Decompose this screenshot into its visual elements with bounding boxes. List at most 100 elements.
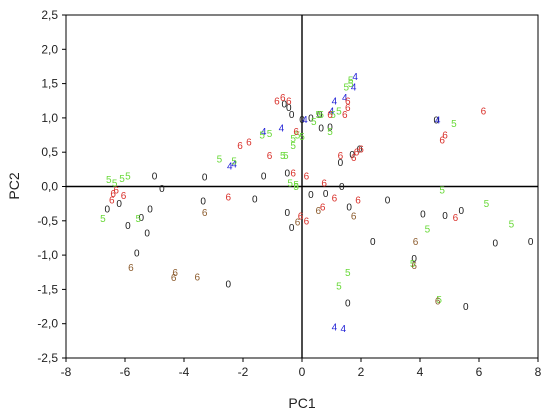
data-point: 5 (451, 119, 457, 130)
data-point: 5 (125, 172, 131, 183)
data-point: 6 (439, 135, 445, 146)
data-point: 0 (159, 184, 165, 195)
data-point: 6 (110, 189, 116, 200)
data-point: 0 (147, 205, 153, 216)
origin-crosshair (66, 15, 538, 358)
data-point: 0 (138, 213, 144, 224)
data-point: 6 (481, 107, 487, 118)
data-point: 0 (317, 110, 323, 121)
data-point: 6 (121, 191, 127, 202)
data-point: 6 (113, 185, 119, 196)
data-point: 4 (302, 115, 308, 126)
x-axis-title: PC1 (288, 395, 315, 411)
data-point: 6 (315, 206, 321, 217)
data-point: 4 (341, 324, 347, 335)
y-tick-label: -0,5 (37, 214, 58, 228)
data-point: 0 (345, 299, 351, 310)
data-point: 0 (202, 172, 208, 183)
data-point: 0 (338, 158, 344, 169)
y-tick-label: -1,5 (37, 282, 58, 296)
data-point: 0 (282, 100, 288, 111)
data-point: 5 (299, 132, 305, 143)
data-point: 5 (100, 214, 106, 225)
data-point: 0 (289, 223, 295, 234)
data-point: 5 (295, 131, 301, 142)
data-point: 5 (259, 131, 265, 142)
data-point: 6 (295, 218, 301, 229)
y-tick-label: 0,5 (41, 145, 58, 159)
data-point: 0 (299, 115, 305, 126)
data-point: 6 (435, 297, 441, 308)
data-point: 0 (252, 194, 258, 205)
data-point: 0 (463, 302, 469, 313)
data-point: 4 (342, 93, 348, 104)
x-tick-label: -8 (61, 365, 72, 379)
data-point: 4 (351, 83, 357, 94)
data-point: 4 (261, 127, 267, 138)
data-point: 0 (286, 103, 292, 114)
data-point: 0 (385, 196, 391, 207)
data-point: 0 (144, 229, 150, 240)
data-point: 0 (284, 168, 290, 179)
data-point: 0 (308, 113, 314, 124)
data-point: 5 (336, 281, 342, 292)
data-point: 5 (330, 110, 336, 121)
data-point: 0 (339, 182, 345, 193)
x-tick-label: -4 (179, 365, 190, 379)
y-axis-title: PC2 (6, 172, 22, 199)
data-point: 6 (274, 96, 280, 107)
data-point: 4 (227, 161, 233, 172)
data-point: 5 (217, 155, 223, 166)
data-point: 6 (237, 141, 243, 152)
data-point: 0 (459, 206, 465, 217)
y-axis-ticks: 2,5 2,0 1,5 1,0 0,5 0,0 -0,5 -1,0 -1,5 -2,0 -2,5 (37, 8, 66, 365)
data-point: 6 (109, 196, 115, 207)
data-point: 6 (202, 208, 208, 219)
data-point: 5 (290, 134, 296, 145)
data-point: 6 (327, 110, 333, 121)
data-point: 5 (327, 127, 333, 138)
data-point: 0 (200, 196, 206, 207)
data-point: 6 (354, 148, 360, 159)
x-axis-ticks: -8 -6 -4 -2 0 2 4 6 8 (61, 358, 542, 379)
data-point: 5 (293, 182, 299, 193)
data-point: 0 (308, 190, 314, 201)
data-point: 0 (442, 211, 448, 222)
data-point: 6 (304, 172, 310, 183)
data-point: 6 (194, 273, 200, 284)
data-point: 0 (261, 172, 267, 183)
data-point: 6 (225, 192, 231, 203)
data-point: 6 (411, 261, 417, 272)
y-tick-label: 1,0 (41, 111, 58, 125)
data-point: 6 (293, 127, 299, 138)
data-point: 6 (338, 151, 344, 162)
data-point: 0 (116, 199, 122, 210)
data-point: 5 (119, 174, 125, 185)
data-point: 5 (106, 175, 112, 186)
data-point: 0 (346, 203, 352, 214)
data-point: 5 (267, 129, 273, 140)
data-point: 6 (128, 263, 134, 274)
x-tick-label: 8 (535, 365, 542, 379)
data-point: 4 (352, 72, 358, 83)
data-point: 0 (411, 254, 417, 265)
data-point: 5 (290, 141, 296, 152)
data-point: 0 (225, 279, 231, 290)
data-point: 4 (332, 96, 338, 107)
data-point: 4 (329, 107, 335, 118)
data-point: 6 (280, 93, 286, 104)
data-point: 6 (267, 151, 273, 162)
data-point: 0 (125, 221, 131, 232)
data-point: 5 (348, 76, 354, 87)
data-point: 5 (231, 157, 237, 168)
data-point: 5 (280, 151, 286, 162)
data-point: 6 (320, 203, 326, 214)
data-point: 5 (484, 199, 490, 210)
y-tick-label: 2,0 (41, 42, 58, 56)
data-point: 5 (345, 268, 351, 279)
data-point: 5 (112, 179, 118, 190)
data-point: 0 (105, 205, 111, 216)
data-point: 0 (323, 189, 329, 200)
